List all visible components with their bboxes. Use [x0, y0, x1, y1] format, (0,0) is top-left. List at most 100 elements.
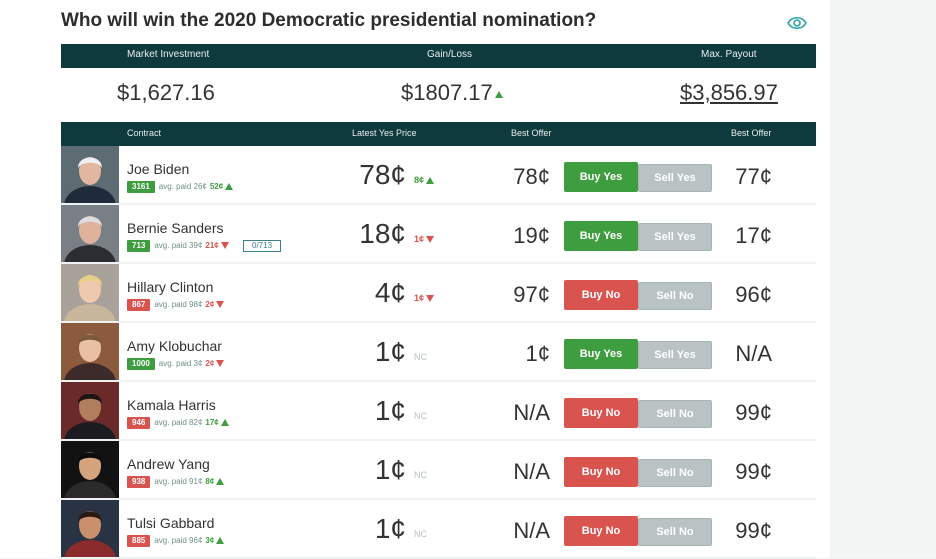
shares-badge: 938 — [127, 476, 151, 488]
buy-no-button[interactable]: Buy No — [564, 280, 638, 310]
position-info: 885 avg. paid 96¢ 3¢ — [127, 535, 225, 547]
best-offer-sell: 99¢ — [735, 459, 772, 484]
buy-no-button[interactable]: Buy No — [564, 457, 638, 487]
sell-yes-button[interactable]: Sell Yes — [638, 164, 712, 192]
market-investment-value: $1,627.16 — [117, 80, 215, 105]
latest-yes-price: 1¢ — [374, 513, 406, 544]
position-change: 52¢ — [209, 182, 224, 191]
shares-badge: 713 — [127, 240, 151, 252]
best-offer-header-no: Best Offer — [731, 128, 772, 138]
latest-yes-price: 1¢ — [374, 395, 406, 426]
sell-yes-button[interactable]: Sell Yes — [638, 341, 712, 369]
table-row: Hillary Clinton 867 avg. paid 98¢ 2¢ 4¢ 1¢… — [61, 264, 816, 323]
best-offer-buy: 78¢ — [513, 164, 550, 189]
open-order-badge[interactable]: 0/713 — [243, 240, 282, 252]
shares-badge: 946 — [127, 417, 151, 429]
price-change: 8¢ — [414, 175, 435, 185]
candidate-name[interactable]: Bernie Sanders — [127, 220, 224, 236]
table-row: Andrew Yang 938 avg. paid 91¢ 8¢ 1¢ NC N/A… — [61, 441, 816, 500]
buy-yes-button[interactable]: Buy Yes — [564, 339, 638, 369]
buy-yes-button[interactable]: Buy Yes — [564, 162, 638, 192]
best-offer-buy: 1¢ — [525, 341, 550, 366]
gain-loss-value: $1807.17 — [401, 80, 503, 106]
best-offer-buy: 19¢ — [513, 223, 550, 248]
best-offer-sell: 96¢ — [735, 282, 772, 307]
arrow-up-icon — [220, 419, 229, 427]
avg-paid: avg. paid 39¢ — [154, 241, 203, 250]
avg-paid: avg. paid 82¢ — [154, 418, 203, 427]
latest-yes-price: 1¢ — [374, 454, 406, 485]
candidate-photo — [61, 323, 119, 380]
candidate-name[interactable]: Andrew Yang — [127, 456, 210, 472]
table-row: Amy Klobuchar 1000 avg. paid 3¢ 2¢ 1¢ NC 1… — [61, 323, 816, 382]
buy-no-button[interactable]: Buy No — [564, 516, 638, 546]
arrow-down-icon — [216, 360, 225, 368]
price-change: 1¢ — [414, 234, 435, 244]
candidate-name[interactable]: Hillary Clinton — [127, 279, 214, 295]
summary-header: Market Investment Gain/Loss Max. Payout — [61, 44, 816, 68]
best-offer-sell: 17¢ — [735, 223, 772, 248]
latest-yes-price: 1¢ — [374, 336, 406, 367]
market-investment-label: Market Investment — [127, 49, 210, 60]
arrow-down-icon — [426, 295, 435, 303]
best-offer-buy: 97¢ — [513, 282, 550, 307]
position-info: 867 avg. paid 98¢ 2¢ — [127, 299, 225, 311]
best-offer-buy: N/A — [513, 400, 550, 425]
shares-badge: 867 — [127, 299, 151, 311]
candidate-name[interactable]: Kamala Harris — [127, 397, 216, 413]
table-row: Tulsi Gabbard 885 avg. paid 96¢ 3¢ 1¢ NC N… — [61, 500, 816, 559]
arrow-up-icon — [426, 177, 435, 185]
position-info: 1000 avg. paid 3¢ 2¢ — [127, 358, 225, 370]
gain-loss-amount: $1807.17 — [401, 80, 493, 105]
sell-no-button[interactable]: Sell No — [638, 518, 712, 546]
candidate-photo — [61, 264, 119, 321]
sell-no-button[interactable]: Sell No — [638, 459, 712, 487]
buy-yes-button[interactable]: Buy Yes — [564, 221, 638, 251]
shares-badge: 1000 — [127, 358, 155, 370]
candidate-name[interactable]: Amy Klobuchar — [127, 338, 222, 354]
price-change: NC — [414, 470, 427, 480]
contract-header: Contract — [127, 128, 162, 138]
position-change: 2¢ — [205, 300, 215, 309]
position-info: 946 avg. paid 82¢ 17¢ — [127, 417, 229, 429]
candidate-name[interactable]: Joe Biden — [127, 161, 190, 177]
avg-paid: avg. paid 91¢ — [154, 477, 203, 486]
candidate-photo — [61, 500, 119, 557]
arrow-up-icon — [216, 478, 225, 486]
best-offer-sell: 99¢ — [735, 400, 772, 425]
position-change: 3¢ — [205, 536, 215, 545]
arrow-up-icon — [494, 90, 503, 98]
latest-yes-price: 18¢ — [359, 218, 406, 249]
table-row: Joe Biden 3161 avg. paid 26¢ 52¢ 78¢ 8¢ 78… — [61, 146, 816, 205]
position-change: 8¢ — [205, 477, 215, 486]
avg-paid: avg. paid 3¢ — [158, 359, 203, 368]
position-change: 2¢ — [205, 359, 215, 368]
avg-paid: avg. paid 98¢ — [154, 300, 203, 309]
table-header: Contract Latest Yes Price Best Offer Bes… — [61, 122, 816, 146]
sell-no-button[interactable]: Sell No — [638, 282, 712, 310]
arrow-up-icon — [216, 537, 225, 545]
best-offer-header-yes: Best Offer — [511, 128, 552, 138]
sell-yes-button[interactable]: Sell Yes — [638, 223, 712, 251]
shares-badge: 3161 — [127, 181, 155, 193]
candidate-photo — [61, 441, 119, 498]
position-info: 3161 avg. paid 26¢ 52¢ — [127, 181, 234, 193]
position-info: 938 avg. paid 91¢ 8¢ — [127, 476, 225, 488]
candidate-photo — [61, 382, 119, 439]
price-change: NC — [414, 529, 427, 539]
candidate-name[interactable]: Tulsi Gabbard — [127, 515, 215, 531]
latest-yes-price: 4¢ — [374, 277, 406, 308]
latest-yes-price: 78¢ — [359, 159, 406, 190]
arrow-down-icon — [216, 301, 225, 309]
sell-no-button[interactable]: Sell No — [638, 400, 712, 428]
buy-no-button[interactable]: Buy No — [564, 398, 638, 428]
avg-paid: avg. paid 26¢ — [158, 182, 207, 191]
candidate-photo — [61, 146, 119, 203]
max-payout-link[interactable]: $3,856.97 — [680, 80, 778, 105]
table-row: Bernie Sanders 713 avg. paid 39¢ 21¢ 0/713… — [61, 205, 816, 264]
best-offer-buy: N/A — [513, 459, 550, 484]
eye-icon[interactable] — [787, 14, 807, 32]
price-change: NC — [414, 352, 427, 362]
max-payout-label: Max. Payout — [701, 49, 757, 60]
avg-paid: avg. paid 96¢ — [154, 536, 203, 545]
